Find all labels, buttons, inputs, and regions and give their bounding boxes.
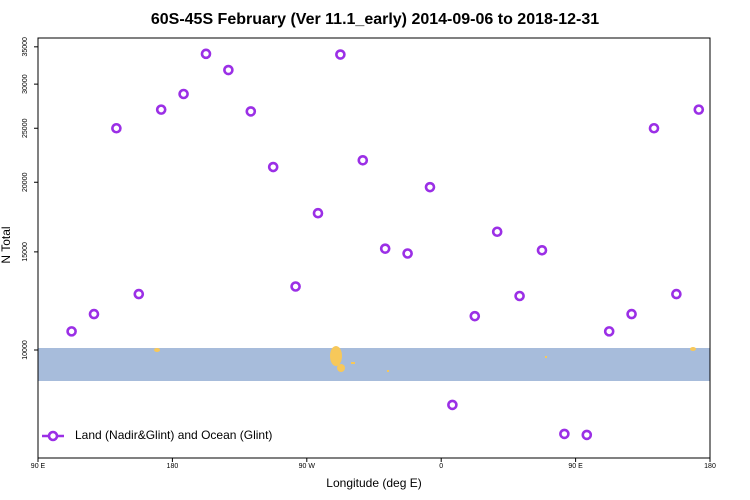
data-point [223, 64, 234, 76]
x-tick-label: 180 [704, 463, 716, 470]
y-tick-label: 25000 [22, 118, 29, 138]
y-axis-label: N Total [0, 226, 13, 263]
data-point [536, 244, 548, 256]
data-point [648, 122, 660, 134]
land-blobs [154, 346, 696, 372]
x-tick-label: 0 [439, 463, 443, 470]
data-point [469, 310, 481, 322]
data-point [335, 49, 346, 60]
y-tick-label: 10000 [22, 340, 29, 360]
data-point [581, 429, 593, 441]
data-point [671, 288, 682, 300]
x-tick-label: 180 [167, 463, 179, 470]
data-point [693, 104, 705, 115]
data-point [379, 243, 391, 254]
data-point [178, 88, 189, 100]
x-tick-label: 90 W [299, 463, 316, 470]
data-point [245, 106, 257, 117]
legend-marker [47, 430, 59, 442]
x-axis-label: Longitude (deg E) [326, 476, 421, 490]
y-tick-label: 20000 [22, 172, 29, 192]
data-point [111, 122, 122, 134]
y-tick-label: 15000 [22, 242, 29, 262]
data-point [603, 326, 615, 337]
data-point [155, 104, 167, 115]
data-point [357, 154, 369, 166]
land-ocean-band [38, 348, 710, 381]
data-point [447, 399, 458, 411]
data-point [424, 181, 436, 193]
data-point [514, 290, 525, 302]
legend-label: Land (Nadir&Glint) and Ocean (Glint) [75, 428, 272, 442]
x-tick-label: 90 E [31, 463, 46, 470]
plot-frame [37, 37, 711, 459]
chart-title: 60S-45S February (Ver 11.1_early) 2014-0… [151, 11, 599, 28]
data-point [88, 308, 100, 320]
data-point [267, 161, 279, 173]
data-point [559, 428, 570, 440]
data-point [626, 308, 637, 320]
data-point [491, 226, 503, 238]
data-point [133, 288, 145, 300]
data-point [200, 48, 212, 60]
y-tick-label: 30000 [22, 74, 29, 94]
data-point [66, 326, 77, 337]
data-point [402, 248, 413, 259]
x-tick-label: 90 E [568, 463, 583, 470]
y-tick-label: 35000 [22, 37, 29, 57]
data-point [290, 281, 301, 292]
data-point [312, 207, 324, 219]
